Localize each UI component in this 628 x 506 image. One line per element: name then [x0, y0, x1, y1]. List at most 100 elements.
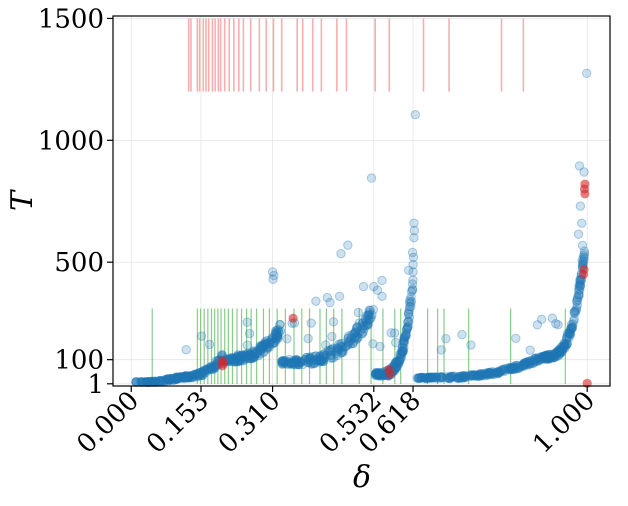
data-point — [428, 372, 438, 383]
data-point — [450, 371, 460, 381]
data-point — [317, 356, 327, 366]
data-point — [399, 343, 409, 353]
data-point — [319, 350, 329, 360]
data-point — [517, 361, 527, 372]
data-point — [187, 372, 197, 383]
data-point — [398, 337, 409, 347]
data-point — [427, 373, 437, 383]
data-point — [404, 307, 414, 317]
data-point — [325, 297, 335, 308]
data-point — [543, 354, 553, 364]
data-point — [529, 357, 540, 367]
data-point — [509, 364, 519, 375]
data-point — [315, 353, 325, 363]
data-point — [507, 363, 518, 373]
data-point — [267, 267, 278, 277]
data-point — [334, 339, 344, 350]
data-point — [431, 372, 442, 382]
data-point — [518, 361, 529, 371]
data-point — [272, 332, 282, 342]
data-point — [392, 361, 403, 371]
data-point — [468, 369, 479, 380]
data-point — [264, 337, 274, 348]
data-point — [318, 356, 329, 366]
data-point — [189, 369, 199, 380]
data-point — [205, 364, 215, 374]
data-point — [399, 336, 409, 346]
y-tick-label: 500 — [54, 248, 104, 278]
data-point — [436, 373, 447, 383]
data-point — [543, 354, 554, 364]
data-point — [522, 357, 532, 367]
data-point — [548, 352, 559, 362]
data-point — [445, 371, 456, 382]
data-point — [352, 332, 363, 342]
data-point — [270, 333, 280, 343]
data-point — [189, 370, 199, 380]
data-point — [393, 359, 404, 369]
data-point — [279, 357, 290, 367]
data-point — [148, 376, 159, 386]
data-point — [389, 359, 400, 369]
data-point — [480, 371, 491, 381]
data-point — [460, 373, 471, 383]
data-point — [561, 334, 572, 344]
data-point — [562, 338, 573, 349]
data-point — [327, 344, 337, 354]
data-point — [301, 356, 311, 366]
highlight-point — [579, 264, 589, 275]
data-point — [572, 294, 583, 305]
data-point — [371, 367, 381, 378]
data-point — [452, 373, 462, 383]
data-point — [170, 374, 181, 385]
data-point — [359, 324, 369, 334]
data-point — [251, 348, 262, 358]
data-point — [536, 314, 547, 325]
data-point — [416, 373, 426, 384]
data-point — [530, 353, 540, 363]
data-point — [228, 354, 238, 364]
data-point — [436, 373, 446, 383]
data-point — [317, 354, 328, 365]
data-point — [315, 351, 325, 361]
data-point — [555, 346, 566, 357]
data-point — [300, 354, 310, 365]
data-point — [363, 319, 373, 329]
data-point — [442, 373, 452, 383]
data-point — [272, 330, 283, 341]
data-point — [286, 358, 297, 369]
data-point — [530, 353, 541, 364]
y-tick-label: 100 — [54, 346, 104, 376]
data-point — [523, 360, 534, 370]
data-point — [282, 334, 292, 344]
data-point — [447, 371, 457, 382]
data-point — [280, 356, 290, 366]
data-point — [240, 354, 251, 364]
highlight-point — [385, 369, 395, 379]
data-point — [255, 346, 266, 356]
data-point — [545, 349, 555, 360]
data-point — [574, 289, 584, 300]
data-point — [582, 68, 592, 78]
data-point — [540, 353, 551, 363]
data-point — [452, 373, 462, 383]
data-point — [544, 353, 555, 363]
data-point — [389, 328, 400, 338]
data-point — [395, 352, 406, 362]
data-point — [495, 367, 506, 377]
data-point — [272, 332, 282, 342]
data-point — [350, 327, 361, 338]
data-point — [398, 345, 409, 356]
data-point — [539, 353, 550, 363]
data-point — [564, 327, 574, 338]
data-point — [166, 374, 176, 384]
data-point — [452, 373, 463, 383]
data-point — [310, 354, 321, 365]
data-point — [347, 330, 357, 340]
data-point — [324, 346, 335, 357]
data-point — [419, 373, 430, 383]
data-point — [234, 356, 244, 366]
data-point — [278, 355, 288, 366]
data-point — [178, 373, 189, 383]
data-point — [569, 316, 579, 326]
